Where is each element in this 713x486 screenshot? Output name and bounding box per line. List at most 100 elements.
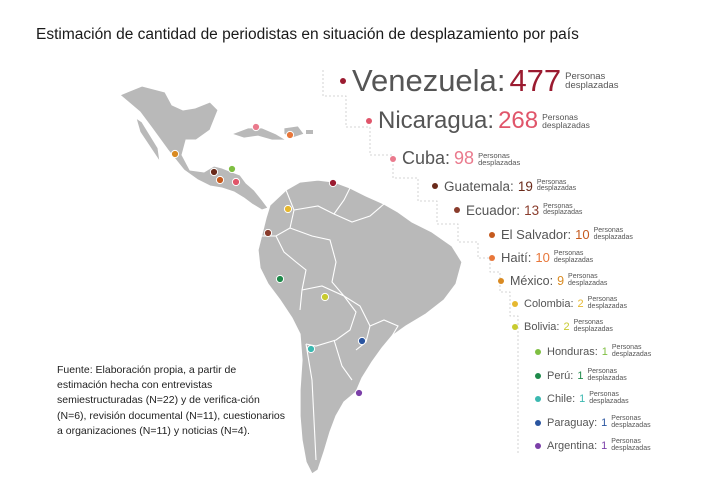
- honduras-marker: [227, 164, 237, 174]
- country-entry-el-salvador: El Salvador:10 Personas desplazadas: [489, 227, 633, 242]
- country-label: México: [510, 273, 550, 288]
- separator: :: [594, 346, 598, 359]
- mexico-marker: [170, 149, 180, 159]
- country-label: Chile: [547, 393, 573, 406]
- legend-dot-colombia: [512, 301, 518, 308]
- venezuela-marker: [328, 178, 338, 188]
- value-label: 1: [601, 417, 608, 430]
- country-label: Paraguay: [547, 417, 595, 430]
- argentina-marker: [354, 388, 364, 398]
- legend-dot-venezuela: [340, 78, 346, 85]
- unit-label: Personas desplazadas: [573, 319, 613, 334]
- separator: :: [570, 298, 574, 311]
- unit-label: Personas desplazadas: [478, 150, 521, 167]
- country-entry-colombia: Colombia:2 Personas desplazadas: [512, 297, 627, 310]
- legend-dot-cuba: [390, 155, 396, 162]
- cuba-marker: [251, 122, 261, 132]
- unit-label: Personas desplazadas: [543, 202, 583, 217]
- country-entry-peru: Perú:1 Personas desplazadas: [535, 369, 627, 382]
- north-america-shape: [119, 85, 269, 211]
- legend-dot-nicaragua: [366, 117, 372, 124]
- country-entry-mexico: México:9 Personas desplazadas: [498, 272, 608, 288]
- legend-dot-el-salvador: [489, 231, 495, 238]
- country-entry-haiti: Haití:10 Personas desplazadas: [489, 250, 593, 265]
- colombia-marker: [283, 204, 293, 214]
- paraguay-marker: [357, 336, 367, 346]
- peru-marker: [275, 274, 285, 284]
- separator: :: [549, 273, 554, 288]
- unit-label: Personas desplazadas: [536, 178, 577, 193]
- country-entry-cuba: Cuba:98 Personas desplazadas: [390, 148, 520, 169]
- value-label: 19: [517, 178, 533, 194]
- country-entry-paraguay: Paraguay:1 Personas desplazadas: [535, 416, 651, 429]
- country-label: Honduras: [547, 346, 595, 359]
- country-entry-guatemala: Guatemala:19 Personas desplazadas: [432, 179, 576, 194]
- country-entry-nicaragua: Nicaragua:268 Personas desplazadas: [366, 107, 590, 135]
- separator: :: [572, 393, 576, 406]
- separator: :: [516, 202, 521, 218]
- country-entry-chile: Chile:1 Personas desplazadas: [535, 392, 629, 405]
- value-label: 1: [579, 393, 586, 406]
- country-entry-venezuela: Venezuela:477 Personas desplazadas: [340, 63, 619, 99]
- country-label: El Salvador: [501, 227, 568, 243]
- unit-label: Personas desplazadas: [611, 344, 652, 359]
- nicaragua-marker: [231, 177, 241, 187]
- legend-dot-argentina: [535, 443, 541, 450]
- unit-label: Personas desplazadas: [587, 368, 627, 383]
- country-entry-bolivia: Bolivia:2 Personas desplazadas: [512, 320, 613, 333]
- separator: :: [567, 227, 572, 243]
- legend-dot-bolivia: [512, 324, 518, 331]
- legend-dot-honduras: [535, 349, 541, 356]
- separator: :: [594, 417, 598, 430]
- country-label: Argentina: [547, 440, 595, 453]
- separator: :: [556, 321, 560, 334]
- value-label: 10: [535, 250, 550, 266]
- chile-marker: [306, 344, 316, 354]
- country-label: Haití: [501, 250, 528, 266]
- separator: :: [570, 370, 574, 383]
- legend-dot-guatemala: [432, 183, 438, 190]
- unit-label: Personas desplazadas: [542, 111, 590, 130]
- legend-dot-ecuador: [454, 207, 460, 214]
- separator: :: [527, 250, 532, 266]
- legend-dot-chile: [535, 396, 541, 403]
- value-label: 10: [575, 227, 590, 243]
- ecuador-marker: [263, 228, 273, 238]
- puerto-rico-shape: [306, 130, 313, 134]
- unit-label: Personas desplazadas: [611, 438, 651, 453]
- country-label: Bolivia: [524, 321, 557, 334]
- value-label: 1: [577, 370, 584, 383]
- separator: :: [594, 440, 598, 453]
- country-label: Nicaragua: [378, 106, 488, 134]
- value-label: 2: [563, 321, 570, 334]
- legend-dot-peru: [535, 373, 541, 380]
- country-label: Ecuador: [466, 202, 517, 218]
- country-label: Colombia: [524, 298, 571, 311]
- country-entry-argentina: Argentina:1 Personas desplazadas: [535, 439, 651, 452]
- unit-label: Personas desplazadas: [589, 391, 629, 406]
- value-label: 1: [601, 346, 608, 359]
- unit-label: Personas desplazadas: [593, 227, 633, 241]
- baja-california-shape: [135, 116, 161, 163]
- value-label: 268: [498, 106, 539, 134]
- country-label: Perú: [547, 370, 571, 383]
- unit-label: Personas desplazadas: [611, 415, 651, 430]
- legend-dot-mexico: [498, 277, 504, 284]
- separator: :: [445, 148, 451, 169]
- unit-label: Personas desplazadas: [568, 272, 608, 287]
- country-entry-ecuador: Ecuador:13 Personas desplazadas: [454, 203, 582, 218]
- source-note: Fuente: Elaboración propia, a partir de …: [57, 364, 285, 437]
- value-label: 9: [557, 273, 565, 288]
- separator: :: [487, 106, 495, 134]
- country-label: Cuba: [402, 148, 446, 169]
- unit-label: Personas desplazadas: [553, 250, 594, 264]
- el-salvador-marker: [215, 175, 225, 185]
- guatemala-marker: [209, 167, 219, 177]
- unit-label: Personas desplazadas: [587, 296, 627, 311]
- legend-dot-paraguay: [535, 420, 541, 427]
- haiti-marker: [285, 130, 295, 140]
- value-label: 98: [454, 148, 475, 169]
- separator: :: [510, 178, 514, 194]
